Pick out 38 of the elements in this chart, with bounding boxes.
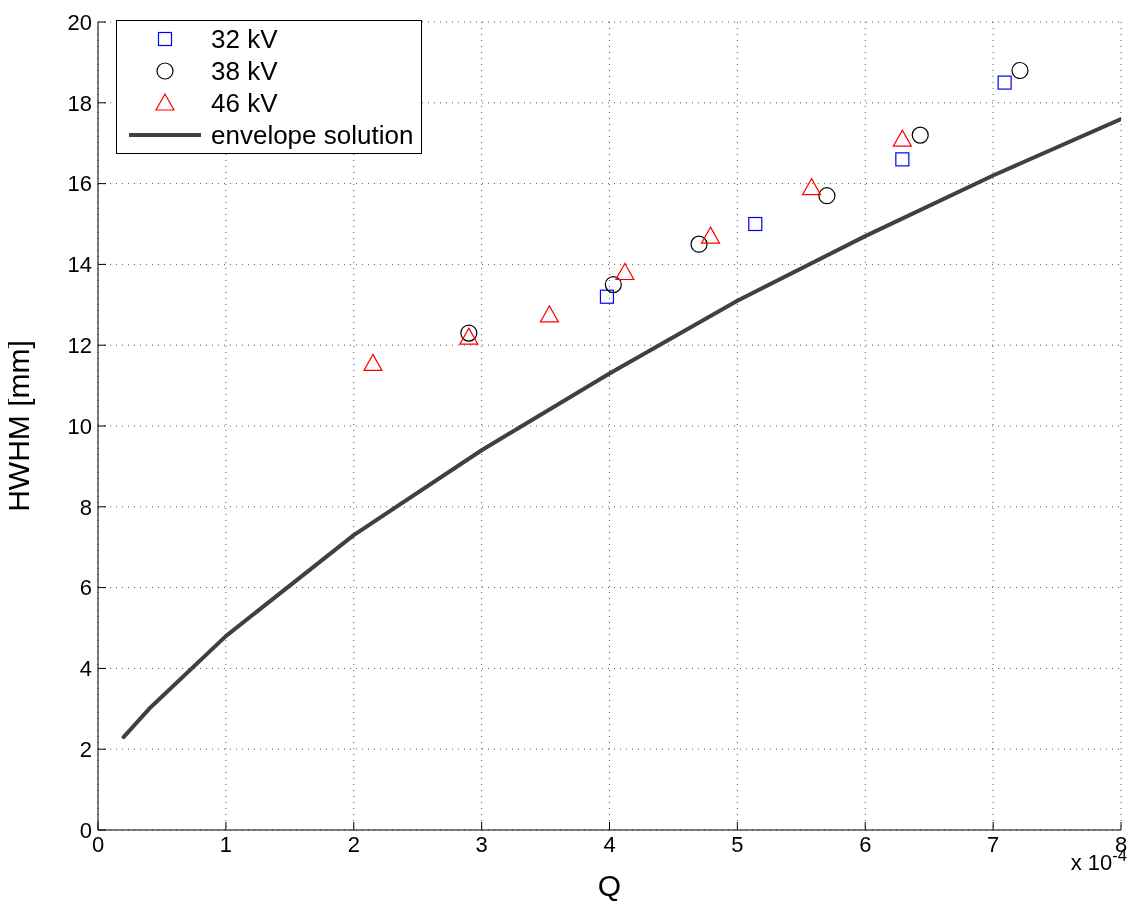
- y-tick-label: 10: [67, 413, 92, 439]
- y-tick-label: 2: [79, 737, 92, 763]
- point: [892, 129, 912, 147]
- point: [1011, 61, 1029, 80]
- y-tick-label: 20: [67, 9, 92, 35]
- legend-label: envelope solution: [211, 119, 414, 151]
- x-tick-label: 5: [731, 831, 744, 857]
- legend-label: 32 kV: [211, 23, 278, 55]
- point: [700, 226, 721, 244]
- x-tick-label: 3: [475, 831, 488, 857]
- point: [615, 262, 635, 281]
- legend-label: 38 kV: [211, 55, 278, 87]
- point: [997, 75, 1012, 90]
- x-tick-label: 1: [219, 831, 232, 857]
- x-tick-label: 6: [859, 831, 872, 857]
- y-tick-label: 8: [79, 494, 92, 520]
- x-tick-label: 7: [987, 831, 1000, 857]
- x-axis-title: Q: [597, 869, 622, 902]
- y-tick-label: 4: [79, 656, 92, 682]
- y-tick-label: 14: [67, 252, 92, 278]
- point: [599, 289, 615, 304]
- y-tick-label: 12: [67, 333, 92, 359]
- point: [539, 305, 559, 323]
- point: [748, 216, 763, 232]
- point: [690, 235, 708, 253]
- y-tick-label: 6: [79, 575, 92, 601]
- x-tick-label: 4: [603, 831, 616, 857]
- point: [911, 126, 929, 144]
- y-tick-label: 18: [67, 90, 92, 116]
- y-tick-label: 16: [67, 171, 92, 197]
- point: [801, 178, 822, 196]
- line-series: [121, 116, 1121, 740]
- point: [818, 187, 836, 205]
- x-tick-label: 2: [347, 831, 360, 857]
- legend-label: 46 kV: [211, 87, 278, 119]
- point: [895, 152, 910, 167]
- point: [363, 353, 383, 371]
- point: [604, 276, 622, 294]
